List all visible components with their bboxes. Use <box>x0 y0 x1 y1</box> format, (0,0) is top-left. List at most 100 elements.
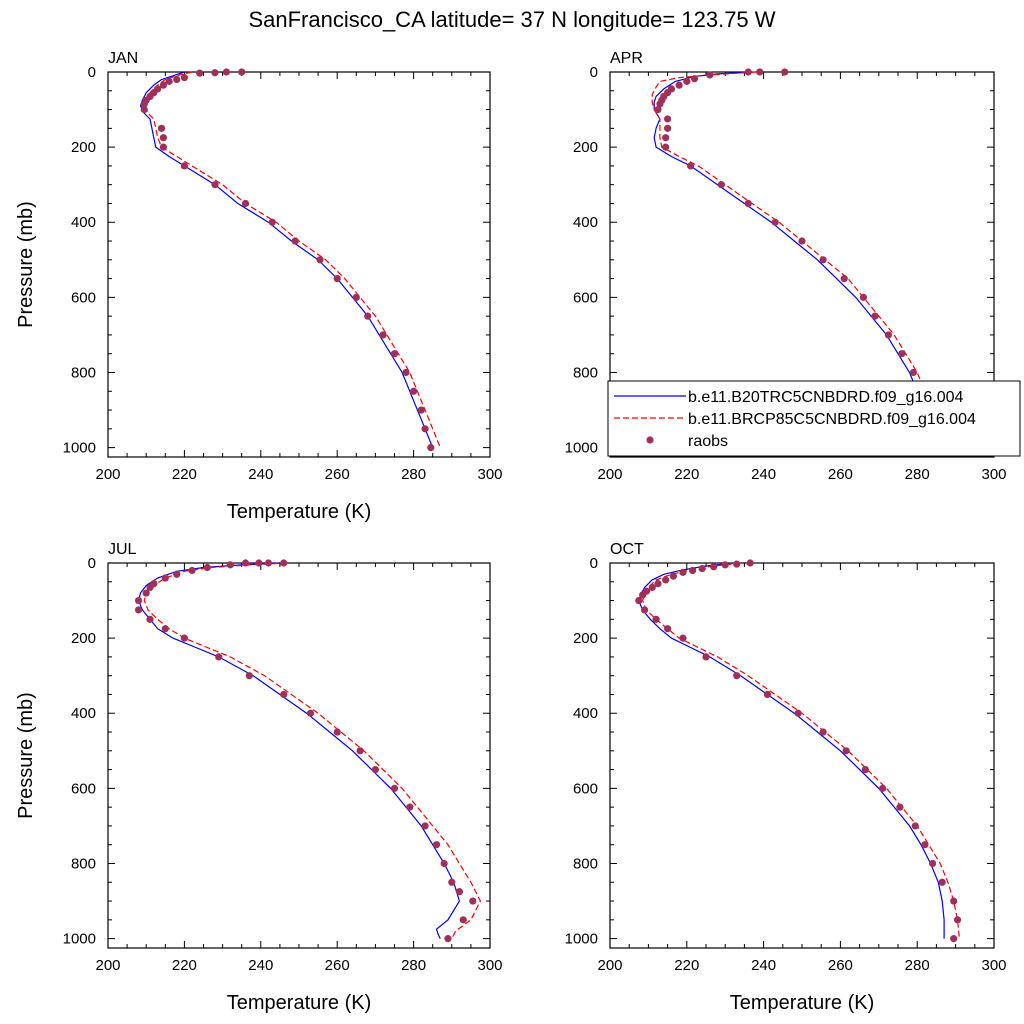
y-axis-label: Pressure (mb) <box>15 201 37 328</box>
raobs-point <box>928 859 937 868</box>
raobs-point <box>255 559 263 567</box>
raobs-point <box>140 100 148 108</box>
raobs-point <box>146 615 154 623</box>
raobs-point <box>333 728 341 736</box>
x-tick-label: 300 <box>981 466 1006 483</box>
raobs-point <box>683 77 691 85</box>
raobs-point <box>140 105 148 114</box>
x-axis-label: Temperature (K) <box>730 992 875 1014</box>
raobs-point <box>444 935 452 943</box>
panel-title: JAN <box>108 50 138 67</box>
raobs-point <box>146 583 154 592</box>
x-tick-label: 260 <box>325 957 350 974</box>
y-tick-label: 600 <box>573 289 598 306</box>
raobs-point <box>211 181 219 189</box>
legend-label: b.e11.BRCP85C5CNBDRD.f09_g16.004 <box>688 411 976 428</box>
raobs-point <box>421 822 429 830</box>
raobs-point <box>159 134 167 142</box>
y-tick-label: 600 <box>71 780 96 797</box>
y-tick-label: 400 <box>573 705 598 722</box>
raobs-point <box>640 606 649 614</box>
raobs-point <box>173 75 181 84</box>
plot-frame <box>107 71 491 458</box>
raobs-point <box>203 563 211 572</box>
y-axis-label: Pressure (mb) <box>15 692 37 819</box>
raobs-point <box>226 561 234 569</box>
raobs-point <box>427 444 435 452</box>
raobs-point <box>180 162 188 170</box>
raobs-point <box>781 68 789 76</box>
raobs-point <box>938 878 946 886</box>
raobs-point <box>180 634 188 642</box>
legend-box <box>607 380 1021 457</box>
raobs-point <box>180 74 188 82</box>
series-line-rcp85 <box>641 562 960 939</box>
y-tick-label: 200 <box>71 139 96 156</box>
raobs-point <box>656 100 664 108</box>
raobs-point <box>280 559 288 567</box>
raobs-point <box>798 237 806 245</box>
figure-title: SanFrancisco_CA latitude= 37 N longitude… <box>248 7 775 32</box>
raobs-point <box>222 68 231 76</box>
y-tick-label: 800 <box>573 855 598 872</box>
y-tick-label: 1000 <box>565 931 598 948</box>
raobs-point <box>664 625 672 633</box>
raobs-point <box>364 312 372 320</box>
raobs-point <box>921 841 929 849</box>
raobs-point <box>165 77 173 85</box>
raobs-point <box>733 560 741 568</box>
raobs-point <box>280 690 288 699</box>
legend-label: raobs <box>688 433 728 450</box>
raobs-point <box>241 559 250 567</box>
raobs-point <box>432 841 441 849</box>
raobs-point <box>744 199 752 208</box>
raobs-point <box>448 878 456 886</box>
raobs-point <box>702 653 710 661</box>
raobs-point <box>669 572 677 580</box>
raobs-point <box>763 690 772 699</box>
raobs-point <box>134 606 143 614</box>
y-tick-label: 1000 <box>63 440 96 457</box>
x-tick-label: 300 <box>477 466 502 483</box>
y-tick-label: 800 <box>573 364 598 381</box>
raobs-point <box>648 583 656 592</box>
y-tick-label: 1000 <box>63 931 96 948</box>
raobs-point <box>410 387 418 395</box>
raobs-point <box>417 406 425 414</box>
x-tick-label: 240 <box>751 957 776 974</box>
raobs-point <box>909 368 917 377</box>
raobs-point <box>291 237 299 245</box>
raobs-point <box>379 331 387 339</box>
raobs-point <box>157 124 166 132</box>
series-line-rcp85 <box>143 562 482 939</box>
raobs-point <box>459 916 467 924</box>
raobs-point <box>819 728 827 736</box>
raobs-point <box>238 68 246 76</box>
series-line-rcp85 <box>651 71 947 448</box>
raobs-point <box>679 634 687 642</box>
raobs-point <box>884 331 893 339</box>
x-tick-label: 220 <box>172 466 197 483</box>
x-tick-label: 280 <box>401 957 426 974</box>
x-tick-label: 240 <box>751 466 776 483</box>
raobs-point <box>953 916 962 924</box>
raobs-point <box>662 143 670 151</box>
raobs-point <box>134 596 143 605</box>
raobs-point <box>771 218 779 226</box>
raobs-point <box>898 350 906 358</box>
raobs-point <box>241 199 250 208</box>
raobs-point <box>333 274 341 283</box>
panel-oct: 200 220 240 260 280 300 0 200 400 600 800 1000 OCT Te… <box>565 541 1007 1014</box>
raobs-point <box>950 935 958 943</box>
y-tick-label: 200 <box>573 630 598 647</box>
x-tick-label: 220 <box>172 957 197 974</box>
x-tick-label: 300 <box>981 957 1006 974</box>
raobs-point <box>950 897 958 905</box>
raobs-point <box>402 368 410 377</box>
raobs-point <box>911 822 919 830</box>
series-line-20tr <box>638 562 945 939</box>
raobs-point <box>879 784 887 792</box>
raobs-point <box>371 765 379 774</box>
raobs-point <box>306 709 315 717</box>
